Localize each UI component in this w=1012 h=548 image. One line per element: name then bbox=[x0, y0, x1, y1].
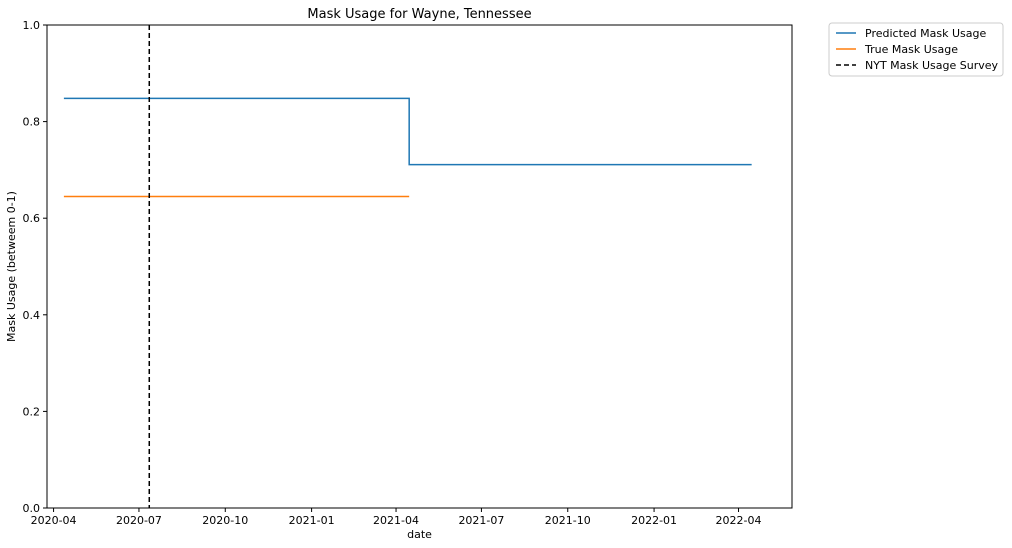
x-tick-label: 2020-07 bbox=[116, 514, 162, 527]
series-line-0 bbox=[63, 97, 752, 166]
x-axis-ticks: 2020-04 2020-07 2020-10 2021-01 2021-04 2021-… bbox=[31, 508, 762, 527]
legend-label-survey: NYT Mask Usage Survey bbox=[865, 59, 999, 72]
series-layer bbox=[63, 25, 752, 508]
x-axis-title: date bbox=[407, 528, 432, 541]
legend: Predicted Mask Usage True Mask Usage NYT… bbox=[828, 22, 1004, 77]
x-tick-label: 2021-04 bbox=[373, 514, 419, 527]
y-tick-label: 0.6 bbox=[23, 212, 41, 225]
y-tick-label: 0.4 bbox=[23, 309, 41, 322]
y-tick-label: 0.0 bbox=[23, 502, 41, 515]
legend-box bbox=[828, 22, 1004, 77]
x-tick-label: 2021-07 bbox=[458, 514, 504, 527]
x-tick-label: 2020-04 bbox=[31, 514, 77, 527]
chart-title: Mask Usage for Wayne, Tennessee bbox=[307, 7, 531, 22]
x-tick-label: 2021-01 bbox=[289, 514, 335, 527]
x-tick-label: 2022-01 bbox=[631, 514, 677, 527]
x-tick-label: 2020-10 bbox=[202, 514, 248, 527]
y-tick-label: 0.2 bbox=[23, 405, 41, 418]
legend-label-true: True Mask Usage bbox=[864, 43, 958, 56]
plot-frame bbox=[46, 24, 793, 509]
x-tick-label: 2022-04 bbox=[716, 514, 762, 527]
y-tick-label: 0.8 bbox=[23, 116, 41, 129]
y-axis-ticks: 0.0 0.2 0.4 0.6 0.8 1.0 bbox=[23, 19, 47, 515]
y-tick-label: 1.0 bbox=[23, 19, 41, 32]
x-tick-label: 2021-10 bbox=[545, 514, 591, 527]
y-axis-title: Mask Usage (betweem 0-1) bbox=[5, 191, 18, 342]
plot-area bbox=[47, 25, 792, 508]
legend-label-predicted: Predicted Mask Usage bbox=[865, 27, 986, 40]
